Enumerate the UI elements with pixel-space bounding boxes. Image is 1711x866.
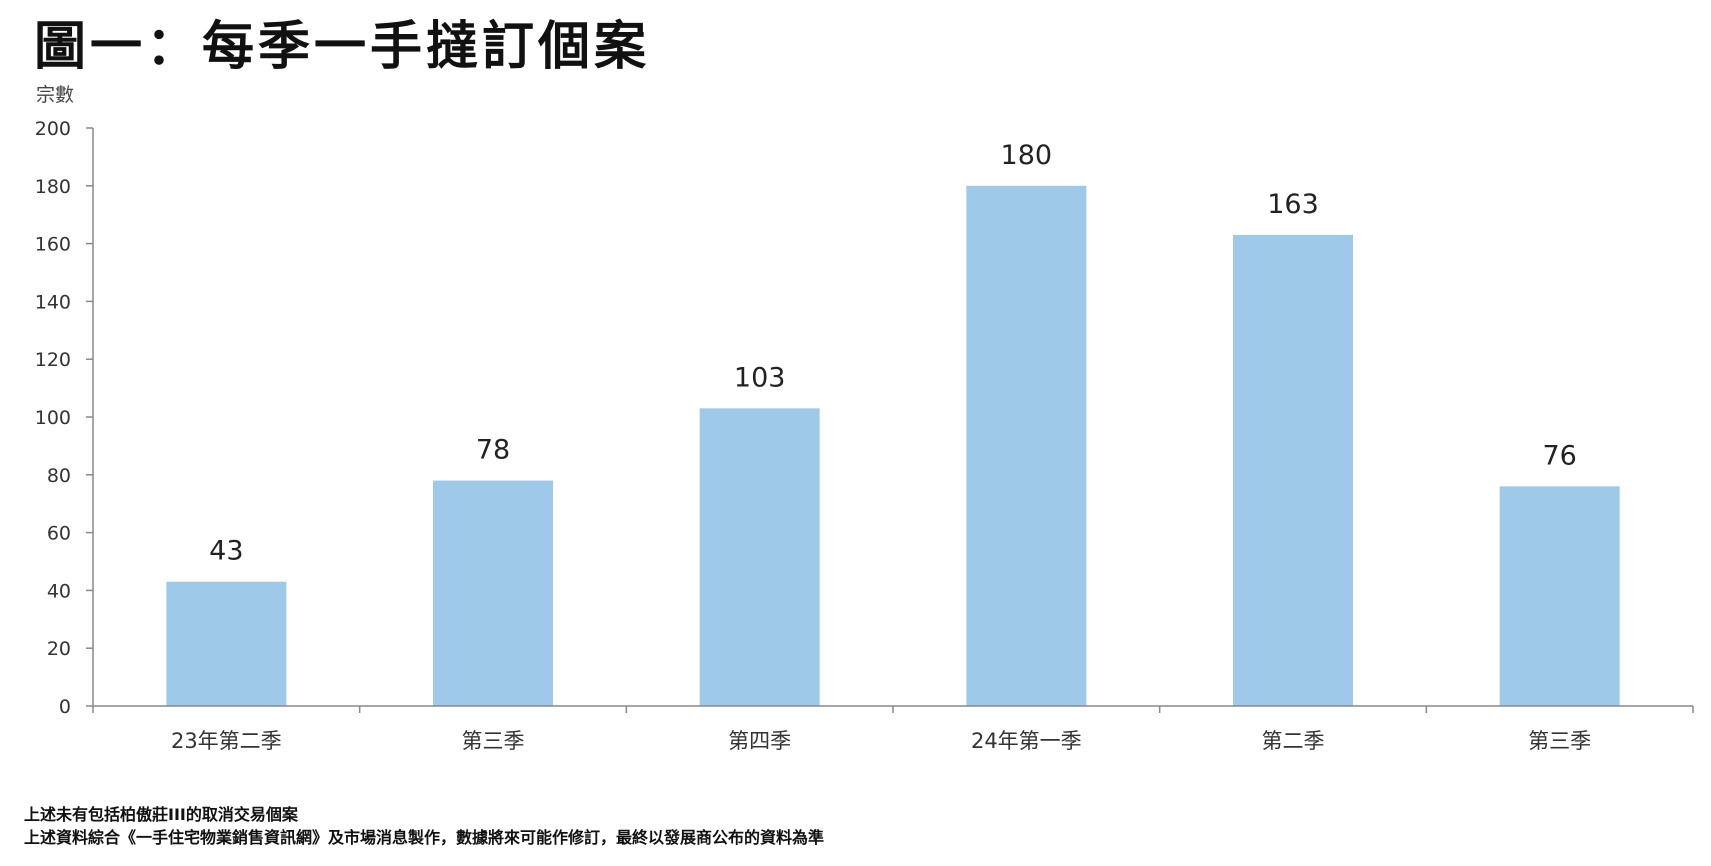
y-tick-label: 200 xyxy=(35,118,71,140)
y-axis-label: 宗數 xyxy=(36,84,74,106)
bar xyxy=(966,185,1087,707)
bars: 43 78 103 180 163 76 xyxy=(166,140,1620,707)
data-label: 76 xyxy=(1542,440,1576,471)
x-tick-label: 24年第一季 xyxy=(971,729,1082,753)
x-axis-ticks: 23年第二季 第三季 第四季 24年第一季 第二季 第三季 xyxy=(92,706,1694,753)
chart-title: 圖一：每季一手撻訂個案 xyxy=(34,17,651,77)
footnote-1: 上述未有包括柏傲莊III的取消交易個案 xyxy=(24,805,298,824)
bar xyxy=(1233,234,1353,706)
bar xyxy=(166,581,287,706)
data-label: 43 xyxy=(209,536,243,567)
bar xyxy=(699,408,820,706)
y-tick-label: 80 xyxy=(47,465,71,487)
y-tick-label: 60 xyxy=(47,523,71,545)
x-tick-label: 第二季 xyxy=(1262,729,1325,753)
y-tick-label: 160 xyxy=(35,234,71,256)
x-tick-label: 第四季 xyxy=(728,729,791,753)
bar xyxy=(433,480,553,706)
x-tick-label: 23年第二季 xyxy=(171,729,282,753)
y-tick-label: 140 xyxy=(35,291,71,313)
y-tick-label: 180 xyxy=(35,176,71,198)
data-label: 78 xyxy=(476,435,510,466)
y-tick-label: 120 xyxy=(35,349,71,371)
x-tick-label: 第三季 xyxy=(1528,729,1591,753)
y-tick-label: 20 xyxy=(47,638,71,660)
y-tick-label: 0 xyxy=(59,696,71,718)
footnotes: 上述未有包括柏傲莊III的取消交易個案 上述資料綜合《一手住宅物業銷售資訊網》及… xyxy=(24,803,824,849)
data-label: 103 xyxy=(734,362,786,393)
y-tick-label: 100 xyxy=(35,407,71,429)
x-tick-label: 第三季 xyxy=(462,729,525,753)
bar xyxy=(1499,486,1620,706)
data-label: 163 xyxy=(1267,189,1319,220)
y-axis-ticks: 0 20 40 60 80 100 120 140 160 180 200 xyxy=(35,118,93,718)
y-tick-label: 40 xyxy=(47,580,71,602)
data-label: 180 xyxy=(1001,140,1053,171)
footnote-2: 上述資料綜合《一手住宅物業銷售資訊網》及市場消息製作，數據將來可能作修訂，最終以… xyxy=(24,828,825,847)
